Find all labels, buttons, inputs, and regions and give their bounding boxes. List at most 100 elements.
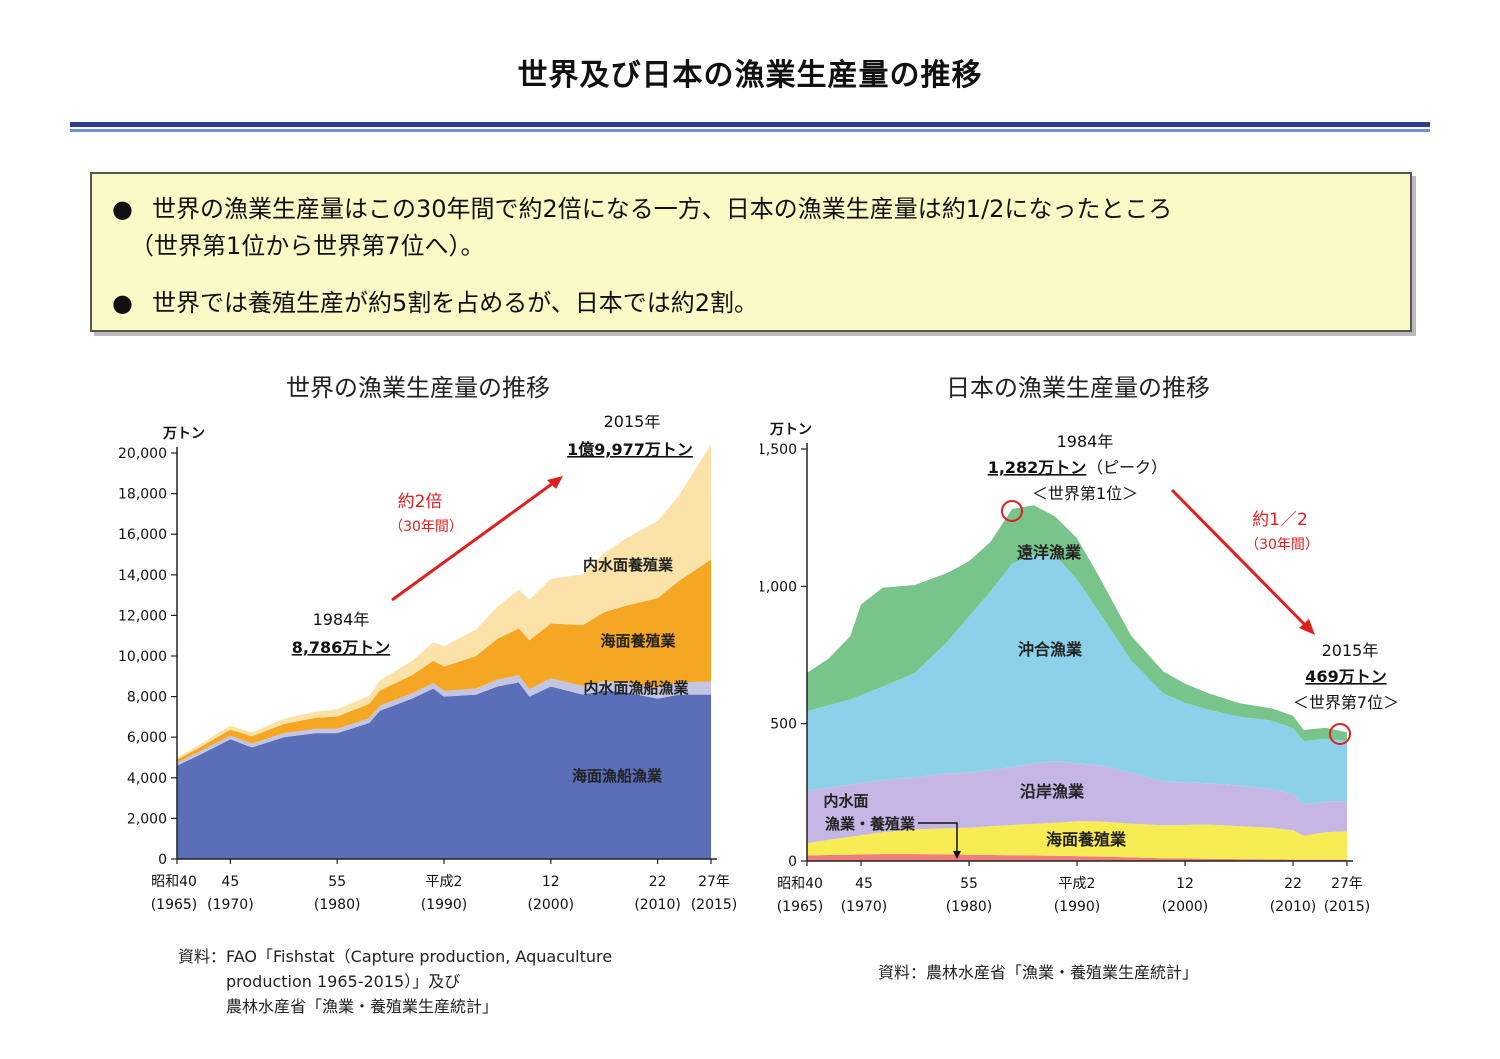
y-tick-label: 20,000: [118, 446, 167, 462]
x-tick-label-year: (1990): [1054, 899, 1101, 915]
x-tick-label-era: 平成2: [426, 874, 463, 890]
annotation-1984-value: 8,786万トン: [292, 638, 391, 657]
x-tick-label-era: 12: [1176, 876, 1194, 892]
decline-arrow-line: [1170, 488, 1311, 631]
decline-arrow-head: [1299, 619, 1315, 635]
japan-chart: 万トン 0 500 1,000 1,500 昭和40 (1965) 45 (1970) 55 (1…: [760, 422, 1399, 915]
y-tick-label: 16,000: [118, 527, 167, 543]
annotation-1984-peak: （ピーク）: [1087, 458, 1167, 477]
x-tick-label-year: (2000): [1162, 899, 1209, 915]
annotation-2015-rank: ＜世界第7位＞: [1293, 693, 1399, 712]
x-tick-label-year: (2000): [528, 897, 575, 913]
series-label-marine-aquaculture: 海面養殖業: [1046, 830, 1127, 849]
y-tick-label: 18,000: [118, 487, 167, 503]
area-series-0: [807, 854, 1347, 861]
x-tick-label-era: 45: [855, 876, 873, 892]
x-tick-label-era: 昭和40: [777, 876, 823, 892]
x-tick-label-year: (1980): [946, 899, 993, 915]
y-tick-label: 2,000: [127, 811, 167, 827]
series-label-inland-sub: 漁業・養殖業: [825, 815, 916, 833]
area-series-4: [807, 505, 1347, 741]
world-axes: 0 2,000 4,000 6,000 8,000 10,000 12,000 14,000 1…: [118, 446, 737, 913]
final-marker: [1329, 723, 1351, 745]
area-series-1: [807, 821, 1347, 860]
x-tick-label-era: 55: [960, 876, 978, 892]
x-tick-label-era: 平成2: [1059, 876, 1096, 892]
world-source-note: 資料：FAO「Fishstat（Capture production, Aqua…: [178, 947, 613, 1016]
annotation-1984-value: 1,282万トン: [988, 458, 1087, 477]
title-rule: [70, 122, 1430, 127]
x-tick-label-era: 27年: [1331, 876, 1363, 892]
series-label-inland-aquaculture: 内水面養殖業: [583, 556, 674, 574]
x-tick-label-year: (1990): [421, 897, 468, 913]
world-series-labels: 内水面養殖業 海面養殖業 内水面漁船漁業 海面漁船漁業: [572, 556, 690, 785]
bullet-icon: ●: [112, 195, 133, 223]
japan-annotations: 1984年 1,282万トン （ピーク） ＜世界第1位＞ 約1／2 （30年間）…: [988, 432, 1399, 745]
y-tick-label: 1,500: [760, 442, 797, 458]
annotation-1984-year: 1984年: [1057, 432, 1114, 451]
annotation-2015-year: 2015年: [1322, 641, 1379, 660]
annotation-2015-value: 1億9,977万トン: [567, 440, 693, 459]
area-series-2: [177, 559, 711, 763]
series-label-inland-capture: 内水面漁船漁業: [583, 679, 689, 697]
x-tick-label-year: (1970): [841, 899, 888, 915]
x-tick-label-era: 昭和40: [151, 874, 197, 890]
x-tick-label-era: 22: [649, 874, 667, 890]
world-chart-title: 世界の漁業生産量の推移: [286, 374, 550, 402]
y-tick-label: 1,000: [760, 579, 797, 595]
area-series-1: [177, 675, 711, 766]
annotation-2015-year: 2015年: [604, 415, 661, 431]
summary-bullet-1-text: 世界の漁業生産量はこの30年間で約2倍になる一方、日本の漁業生産量は約1/2にな…: [152, 195, 1173, 223]
growth-arrow-line: [391, 479, 557, 602]
inland-leader-line: [918, 822, 958, 853]
y-tick-label: 6,000: [127, 730, 167, 746]
annotation-2015-value: 469万トン: [1305, 667, 1386, 686]
x-tick-label-era: 12: [542, 874, 560, 890]
japan-y-unit: 万トン: [769, 422, 812, 438]
x-tick-label-year: (1965): [777, 899, 824, 915]
x-tick-label-era: 27年: [698, 874, 730, 890]
x-tick-label-year: (1965): [151, 897, 198, 913]
y-tick-label: 12,000: [118, 608, 167, 624]
summary-box: ● 世界の漁業生産量はこの30年間で約2倍になる一方、日本の漁業生産量は約1/2…: [90, 172, 1412, 332]
y-tick-label: 0: [788, 854, 797, 870]
y-tick-label: 0: [158, 852, 167, 868]
series-label-marine-capture: 海面漁船漁業: [572, 767, 663, 785]
japan-source-note: 資料：農林水産省「漁業・養殖業生産統計」: [878, 963, 1199, 982]
x-tick-label-year: (2015): [691, 897, 738, 913]
y-tick-label: 500: [770, 717, 797, 733]
growth-arrow-head: [547, 476, 563, 489]
y-tick-label: 4,000: [127, 771, 167, 787]
x-tick-label-era: 55: [328, 874, 346, 890]
area-series-0: [177, 682, 711, 859]
x-tick-label-era: 45: [221, 874, 239, 890]
y-tick-label: 14,000: [118, 568, 167, 584]
annotation-half: 約1／2: [1252, 510, 1308, 530]
series-label-offshore: 沖合漁業: [1018, 640, 1083, 659]
x-tick-label-year: (1980): [314, 897, 361, 913]
bullet-icon: ●: [112, 289, 133, 317]
peak-marker: [1001, 500, 1023, 522]
title-rule-accent: [70, 129, 1430, 132]
japan-axes: 0 500 1,000 1,500 昭和40 (1965) 45 (1970) 55 (1980)…: [760, 442, 1370, 915]
series-label-marine-aquaculture: 海面養殖業: [600, 632, 676, 650]
japan-chart-title: 日本の漁業生産量の推移: [946, 374, 1210, 402]
summary-bullet-2-text: 世界では養殖生産が約5割を占めるが、日本では約2割。: [152, 289, 759, 317]
area-series-3: [807, 554, 1347, 805]
series-label-coastal: 沿岸漁業: [1020, 782, 1085, 801]
annotation-1984-year: 1984年: [313, 610, 370, 629]
annotation-half-period: （30年間）: [1245, 537, 1319, 553]
world-y-unit: 万トン: [162, 426, 205, 442]
world-annotations: 1984年 8,786万トン 2015年 1億9,977万トン 約2倍 （30年…: [292, 415, 693, 657]
annotation-double: 約2倍: [398, 492, 443, 512]
world-area-layer: [177, 444, 711, 859]
x-tick-label-year: (2015): [1324, 899, 1371, 915]
inland-leader-arrow: [953, 851, 961, 859]
y-tick-label: 10,000: [118, 649, 167, 665]
japan-series-labels: 遠洋漁業 沖合漁業 沿岸漁業 海面養殖業 内水面 漁業・養殖業: [823, 543, 1127, 859]
annotation-double-period: （30年間）: [389, 519, 463, 535]
summary-bullet-1-continuation: （世界第1位から世界第7位へ）。: [130, 232, 485, 260]
series-label-distant-water: 遠洋漁業: [1017, 543, 1082, 562]
annotation-1984-rank: ＜世界第1位＞: [1032, 484, 1138, 503]
x-tick-label-year: (1970): [207, 897, 254, 913]
